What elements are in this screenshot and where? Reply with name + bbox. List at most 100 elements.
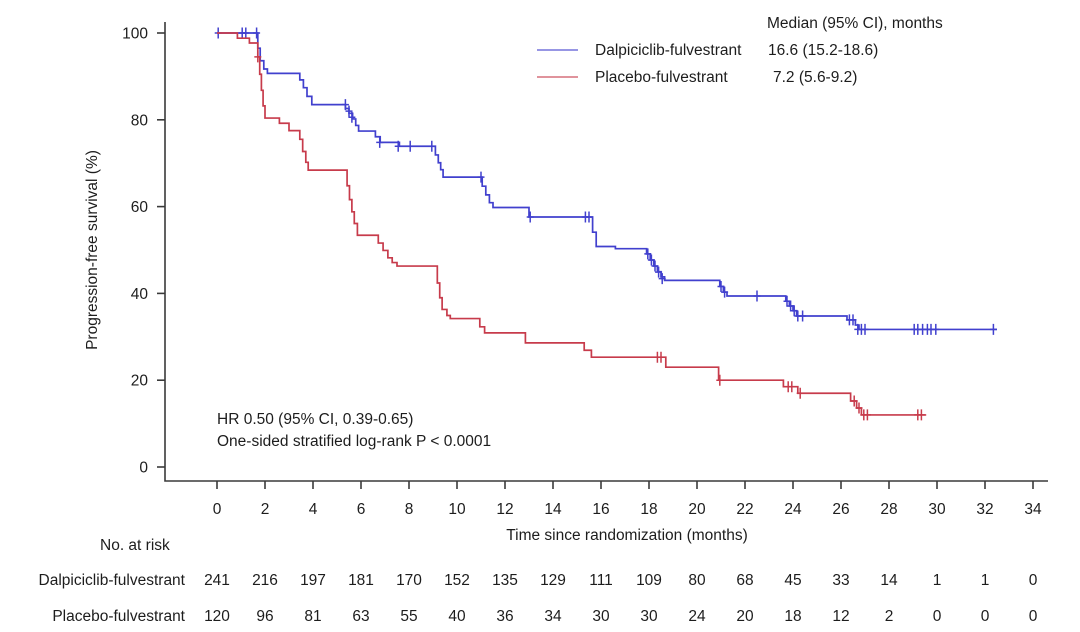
legend-label-placebo: Placebo-fulvestrant (595, 69, 728, 86)
censor-mark (783, 295, 791, 307)
x-tick-label: 32 (976, 501, 993, 518)
censor-mark (655, 266, 663, 278)
median-value-dalpiciclib: 16.6 (15.2-18.6) (768, 42, 878, 59)
axis-lines (164, 22, 1048, 482)
at-risk-count: 96 (256, 608, 273, 625)
censor-mark (348, 111, 356, 123)
at-risk-count: 1 (981, 572, 990, 589)
censor-mark (242, 27, 250, 39)
at-risk-count: 0 (981, 608, 990, 625)
at-risk-count: 1 (933, 572, 942, 589)
censor-mark (428, 140, 436, 152)
x-tick-label: 34 (1024, 501, 1042, 518)
y-tick-label: 40 (131, 286, 149, 303)
censor-mark (989, 323, 997, 335)
at-risk-count: 109 (636, 572, 662, 589)
censor-mark (787, 300, 795, 312)
censor-mark (647, 254, 655, 266)
x-tick-label: 30 (928, 501, 946, 518)
at-risk-count: 135 (492, 572, 518, 589)
at-risk-count: 30 (592, 608, 610, 625)
x-tick-label: 28 (880, 501, 897, 518)
x-tick-label: 6 (357, 501, 366, 518)
no-at-risk-title: No. at risk (100, 537, 170, 554)
censor-mark (863, 409, 871, 421)
km-curve-placebo-fulvestrant (217, 32, 927, 416)
at-risk-count: 111 (589, 572, 613, 589)
censor-mark (788, 381, 796, 393)
censor-mark (526, 211, 534, 223)
at-risk-count: 33 (832, 572, 849, 589)
at-risk-count: 181 (348, 572, 374, 589)
x-axis-title: Time since randomization (months) (506, 527, 747, 544)
at-risk-count: 63 (352, 608, 369, 625)
censor-mark (855, 402, 863, 414)
censor-mark (376, 136, 384, 148)
censor-mark (585, 211, 593, 223)
y-axis-title: Progression-free survival (%) (84, 150, 101, 350)
x-tick-label: 2 (261, 501, 270, 518)
censor-mark (721, 286, 729, 298)
at-risk-count: 120 (204, 608, 230, 625)
censor-mark (477, 171, 485, 183)
at-risk-row-label: Dalpiciclib-fulvestrant (39, 572, 186, 589)
at-risk-count: 55 (400, 608, 417, 625)
censor-mark (849, 314, 857, 326)
censor-mark (254, 51, 262, 63)
x-tick-label: 8 (405, 501, 414, 518)
censor-mark (716, 374, 724, 386)
at-risk-count: 68 (736, 572, 753, 589)
x-tick-label: 26 (832, 501, 849, 518)
at-risk-count: 2 (885, 608, 894, 625)
censor-mark (394, 140, 402, 152)
censor-mark (406, 140, 414, 152)
at-risk-count: 36 (496, 608, 513, 625)
censor-mark (658, 273, 666, 285)
at-risk-count: 216 (252, 572, 278, 589)
at-risk-count: 80 (688, 572, 706, 589)
x-tick-label: 0 (213, 501, 222, 518)
at-risk-count: 14 (880, 572, 898, 589)
at-risk-count: 40 (448, 608, 466, 625)
censor-mark (861, 323, 869, 335)
censor-mark (717, 280, 725, 292)
x-tick-label: 22 (736, 501, 753, 518)
x-tick-label: 18 (640, 501, 657, 518)
hr-annotation: HR 0.50 (95% CI, 0.39-0.65) (217, 411, 413, 428)
censor-mark (799, 310, 807, 322)
at-risk-count: 20 (736, 608, 754, 625)
at-risk-count: 241 (204, 572, 230, 589)
y-tick-label: 100 (122, 26, 148, 43)
censor-mark (651, 260, 659, 272)
at-risk-count: 0 (933, 608, 942, 625)
y-tick-label: 80 (131, 112, 149, 129)
x-tick-label: 24 (784, 501, 802, 518)
at-risk-count: 129 (540, 572, 566, 589)
at-risk-count: 0 (1029, 572, 1038, 589)
at-risk-count: 152 (444, 572, 470, 589)
at-risk-count: 45 (784, 572, 801, 589)
median-header: Median (95% CI), months (767, 15, 943, 32)
x-tick-label: 12 (496, 501, 513, 518)
censor-mark (753, 290, 761, 302)
at-risk-count: 18 (784, 608, 801, 625)
at-risk-count: 0 (1029, 608, 1038, 625)
at-risk-row-label: Placebo-fulvestrant (52, 608, 185, 625)
at-risk-count: 34 (544, 608, 562, 625)
at-risk-count: 197 (300, 572, 326, 589)
x-tick-label: 4 (309, 501, 318, 518)
censor-mark (657, 351, 665, 363)
at-risk-count: 24 (688, 608, 706, 625)
y-tick-label: 20 (131, 373, 149, 390)
censor-mark (917, 409, 925, 421)
x-tick-label: 10 (448, 501, 466, 518)
censor-mark (932, 323, 940, 335)
censor-mark (850, 395, 858, 407)
median-value-placebo: 7.2 (5.6-9.2) (773, 69, 857, 86)
censor-mark (341, 99, 349, 111)
censor-mark (796, 387, 804, 399)
km-curve-dalpiciclib-fulvestrant (217, 32, 997, 331)
x-tick-label: 16 (592, 501, 609, 518)
